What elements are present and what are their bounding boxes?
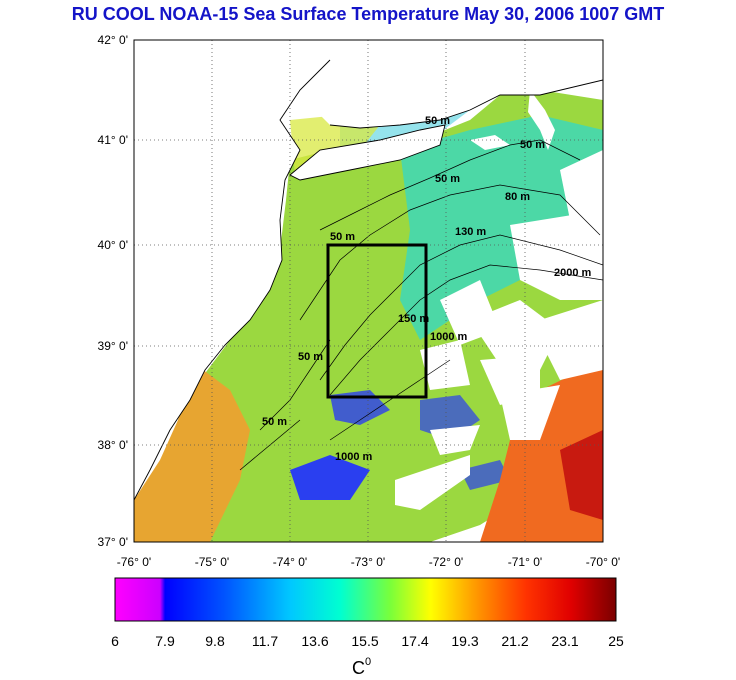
- colorbar-tick-label: 13.6: [301, 633, 328, 649]
- sst-hot-east: [560, 430, 603, 520]
- contour-label: 50 m: [520, 139, 545, 151]
- unit-symbol: C: [352, 658, 365, 678]
- study-area-box: [326, 243, 428, 399]
- colorbar-tick-label: 11.7: [252, 633, 278, 649]
- colorbar-tick-label: 23.1: [551, 633, 578, 649]
- contour-label: 50 m: [298, 351, 323, 363]
- colorbar-tick-label: 21.2: [501, 633, 528, 649]
- contour-label: 2000 m: [554, 267, 592, 279]
- lon-tick-label: -72° 0': [429, 555, 463, 569]
- colorbar: 6 7.9 9.8 11.7 13.6 15.5 17.4 19.3 21.2 …: [111, 577, 624, 678]
- colorbar-tick-label: 15.5: [351, 633, 378, 649]
- colorbar-tick-label: 6: [111, 633, 119, 649]
- lon-tick-label: -74° 0': [273, 555, 307, 569]
- contour-label: 50 m: [262, 416, 287, 428]
- contour-label: 1000 m: [430, 331, 468, 343]
- lon-tick-label: -76° 0': [117, 555, 151, 569]
- lat-tick-label: 42° 0': [98, 33, 128, 47]
- contour-labels: 50 m 50 m 50 m 80 m 130 m 50 m 2000 m 15…: [262, 115, 592, 463]
- contour-label: 50 m: [435, 173, 460, 185]
- land-islands: [470, 135, 510, 150]
- bathymetry-contours: [239, 139, 603, 471]
- map-frame: [133, 39, 604, 543]
- colorbar-tick-label: 7.9: [155, 633, 175, 649]
- lon-tick-label: -75° 0': [195, 555, 229, 569]
- colorbar-gradient: [114, 577, 617, 622]
- colorbar-tick-label: 9.8: [205, 633, 225, 649]
- longitude-axis: -76° 0' -75° 0' -74° 0' -73° 0' -72° 0' …: [117, 555, 620, 569]
- contour-label: 1000 m: [335, 451, 373, 463]
- contour-label: 50 m: [330, 231, 355, 243]
- unit-superscript: 0: [365, 656, 371, 668]
- colorbar-tick-label: 19.3: [451, 633, 478, 649]
- land-new-england: [315, 40, 603, 128]
- contour-label: 130 m: [455, 226, 486, 238]
- colorbar-ticks: 6 7.9 9.8 11.7 13.6 15.5 17.4 19.3 21.2 …: [111, 633, 624, 649]
- land-long-island: [290, 125, 445, 180]
- lat-tick-label: 38° 0': [98, 438, 128, 452]
- contour-label: 80 m: [505, 191, 530, 203]
- latitude-axis: 42° 0' 41° 0' 40° 0' 39° 0' 38° 0' 37° 0…: [98, 33, 128, 549]
- colorbar-tick-label: 17.4: [401, 633, 428, 649]
- sst-cool-band: [400, 115, 603, 340]
- colorbar-unit-label: C0: [352, 656, 371, 678]
- lat-tick-label: 41° 0': [98, 133, 128, 147]
- lat-tick-label: 37° 0': [98, 535, 128, 549]
- map-panel: 50 m 50 m 50 m 80 m 130 m 50 m 2000 m 15…: [134, 40, 603, 542]
- lat-tick-label: 39° 0': [98, 339, 128, 353]
- colorbar-tick-label: 25: [608, 633, 624, 649]
- lon-tick-label: -73° 0': [351, 555, 385, 569]
- lat-tick-label: 40° 0': [98, 238, 128, 252]
- coastline: [134, 59, 603, 501]
- lon-tick-label: -71° 0': [508, 555, 542, 569]
- land-cape-cod: [528, 90, 555, 150]
- contour-label: 50 m: [425, 115, 450, 127]
- land-delmarva: [134, 325, 190, 500]
- contour-label: 150 m: [398, 313, 429, 325]
- map-title: RU COOL NOAA-15 Sea Surface Temperature …: [71, 4, 665, 24]
- lon-tick-label: -70° 0': [586, 555, 620, 569]
